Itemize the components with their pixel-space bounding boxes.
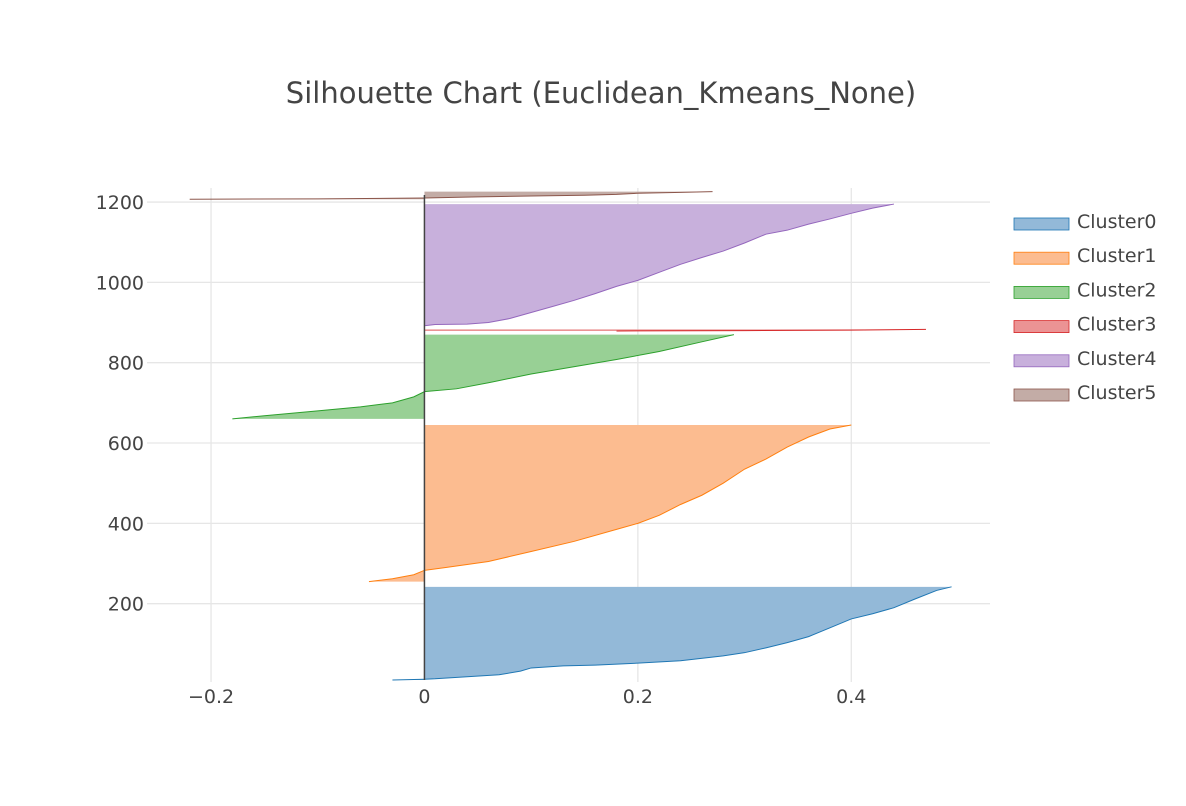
series-line-cluster3 [616, 328, 926, 332]
series-area-cluster2[interactable] [232, 334, 734, 419]
legend-label: Cluster2 [1077, 279, 1157, 301]
legend-item-cluster1[interactable]: Cluster1 [1013, 245, 1157, 267]
series-area-cluster0[interactable] [392, 586, 952, 680]
legend-item-cluster0[interactable]: Cluster0 [1013, 211, 1157, 233]
legend-item-cluster4[interactable]: Cluster4 [1013, 348, 1157, 370]
series-area-cluster4[interactable] [424, 204, 894, 326]
series-line-cluster2 [232, 334, 735, 420]
series-line-cluster1 [368, 424, 852, 583]
y-tick-label: 1000 [96, 272, 144, 294]
x-tick-labels: −0.2 0 0.2 0.4 [188, 686, 866, 708]
x-tick-label: 0.4 [836, 686, 866, 708]
legend-label: Cluster3 [1077, 314, 1157, 336]
legend-swatch [1013, 217, 1070, 231]
series-line-cluster5 [189, 191, 713, 200]
y-tick-label: 1200 [96, 192, 144, 214]
x-tick-label: 0.2 [623, 686, 653, 708]
series-area-cluster3[interactable] [424, 329, 926, 331]
x-tick-label: 0 [418, 686, 430, 708]
series-area-cluster1[interactable] [368, 424, 852, 582]
legend-swatch [1013, 251, 1070, 265]
legend-item-cluster5[interactable]: Cluster5 [1013, 382, 1157, 404]
legend-swatch [1013, 388, 1070, 402]
legend-item-cluster2[interactable]: Cluster2 [1013, 279, 1157, 301]
legend[interactable]: Cluster0 Cluster1 Cluster2 Cluster3 Cluster4… [1013, 211, 1157, 404]
series-layer [189, 191, 952, 681]
y-tick-label: 400 [108, 513, 144, 535]
y-tick-labels: 200 400 600 800 1000 1200 [96, 192, 144, 616]
legend-swatch [1013, 354, 1070, 368]
legend-swatch [1013, 285, 1070, 299]
y-tick-label: 800 [108, 353, 144, 375]
legend-label: Cluster5 [1077, 382, 1157, 404]
chart-title: Silhouette Chart (Euclidean_Kmeans_None) [286, 76, 916, 110]
x-tick-label: −0.2 [188, 686, 234, 708]
y-tick-label: 200 [108, 594, 144, 616]
series-line-cluster4 [424, 203, 895, 327]
legend-swatch [1013, 320, 1070, 334]
legend-label: Cluster1 [1077, 245, 1157, 267]
y-tick-label: 600 [108, 433, 144, 455]
legend-item-cluster3[interactable]: Cluster3 [1013, 314, 1157, 336]
series-area-cluster5[interactable] [189, 191, 713, 200]
series-line-cluster0 [392, 586, 952, 681]
legend-label: Cluster4 [1077, 348, 1157, 370]
legend-label: Cluster0 [1077, 211, 1157, 233]
